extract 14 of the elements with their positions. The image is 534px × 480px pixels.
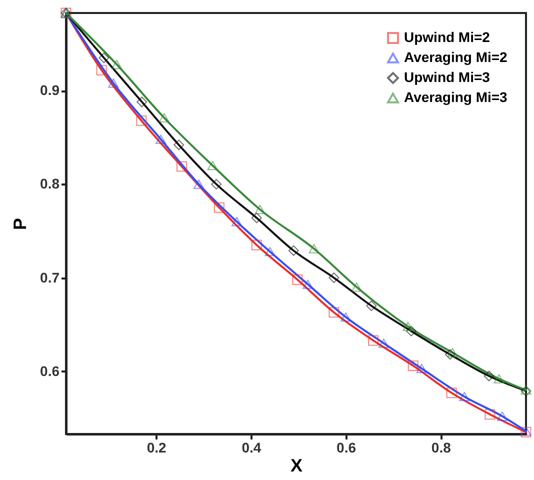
x-axis-title: X [290, 456, 303, 476]
y-tick-label: 0.9 [40, 82, 60, 98]
x-tick-label: 0.2 [146, 440, 167, 456]
legend-label: Averaging Mi=2 [404, 49, 508, 65]
x-tick-label: 0.8 [431, 440, 452, 456]
y-axis-title: P [10, 218, 30, 230]
legend-label: Upwind Mi=2 [404, 29, 490, 45]
x-tick-label: 0.6 [336, 440, 356, 456]
y-tick-label: 0.7 [40, 269, 60, 286]
x-tick-label: 0.4 [242, 440, 262, 456]
y-tick-label: 0.8 [40, 176, 60, 192]
legend-label: Upwind Mi=3 [404, 69, 490, 85]
y-tick-label: 0.6 [40, 362, 60, 379]
legend-label: Averaging Mi=3 [404, 89, 508, 105]
